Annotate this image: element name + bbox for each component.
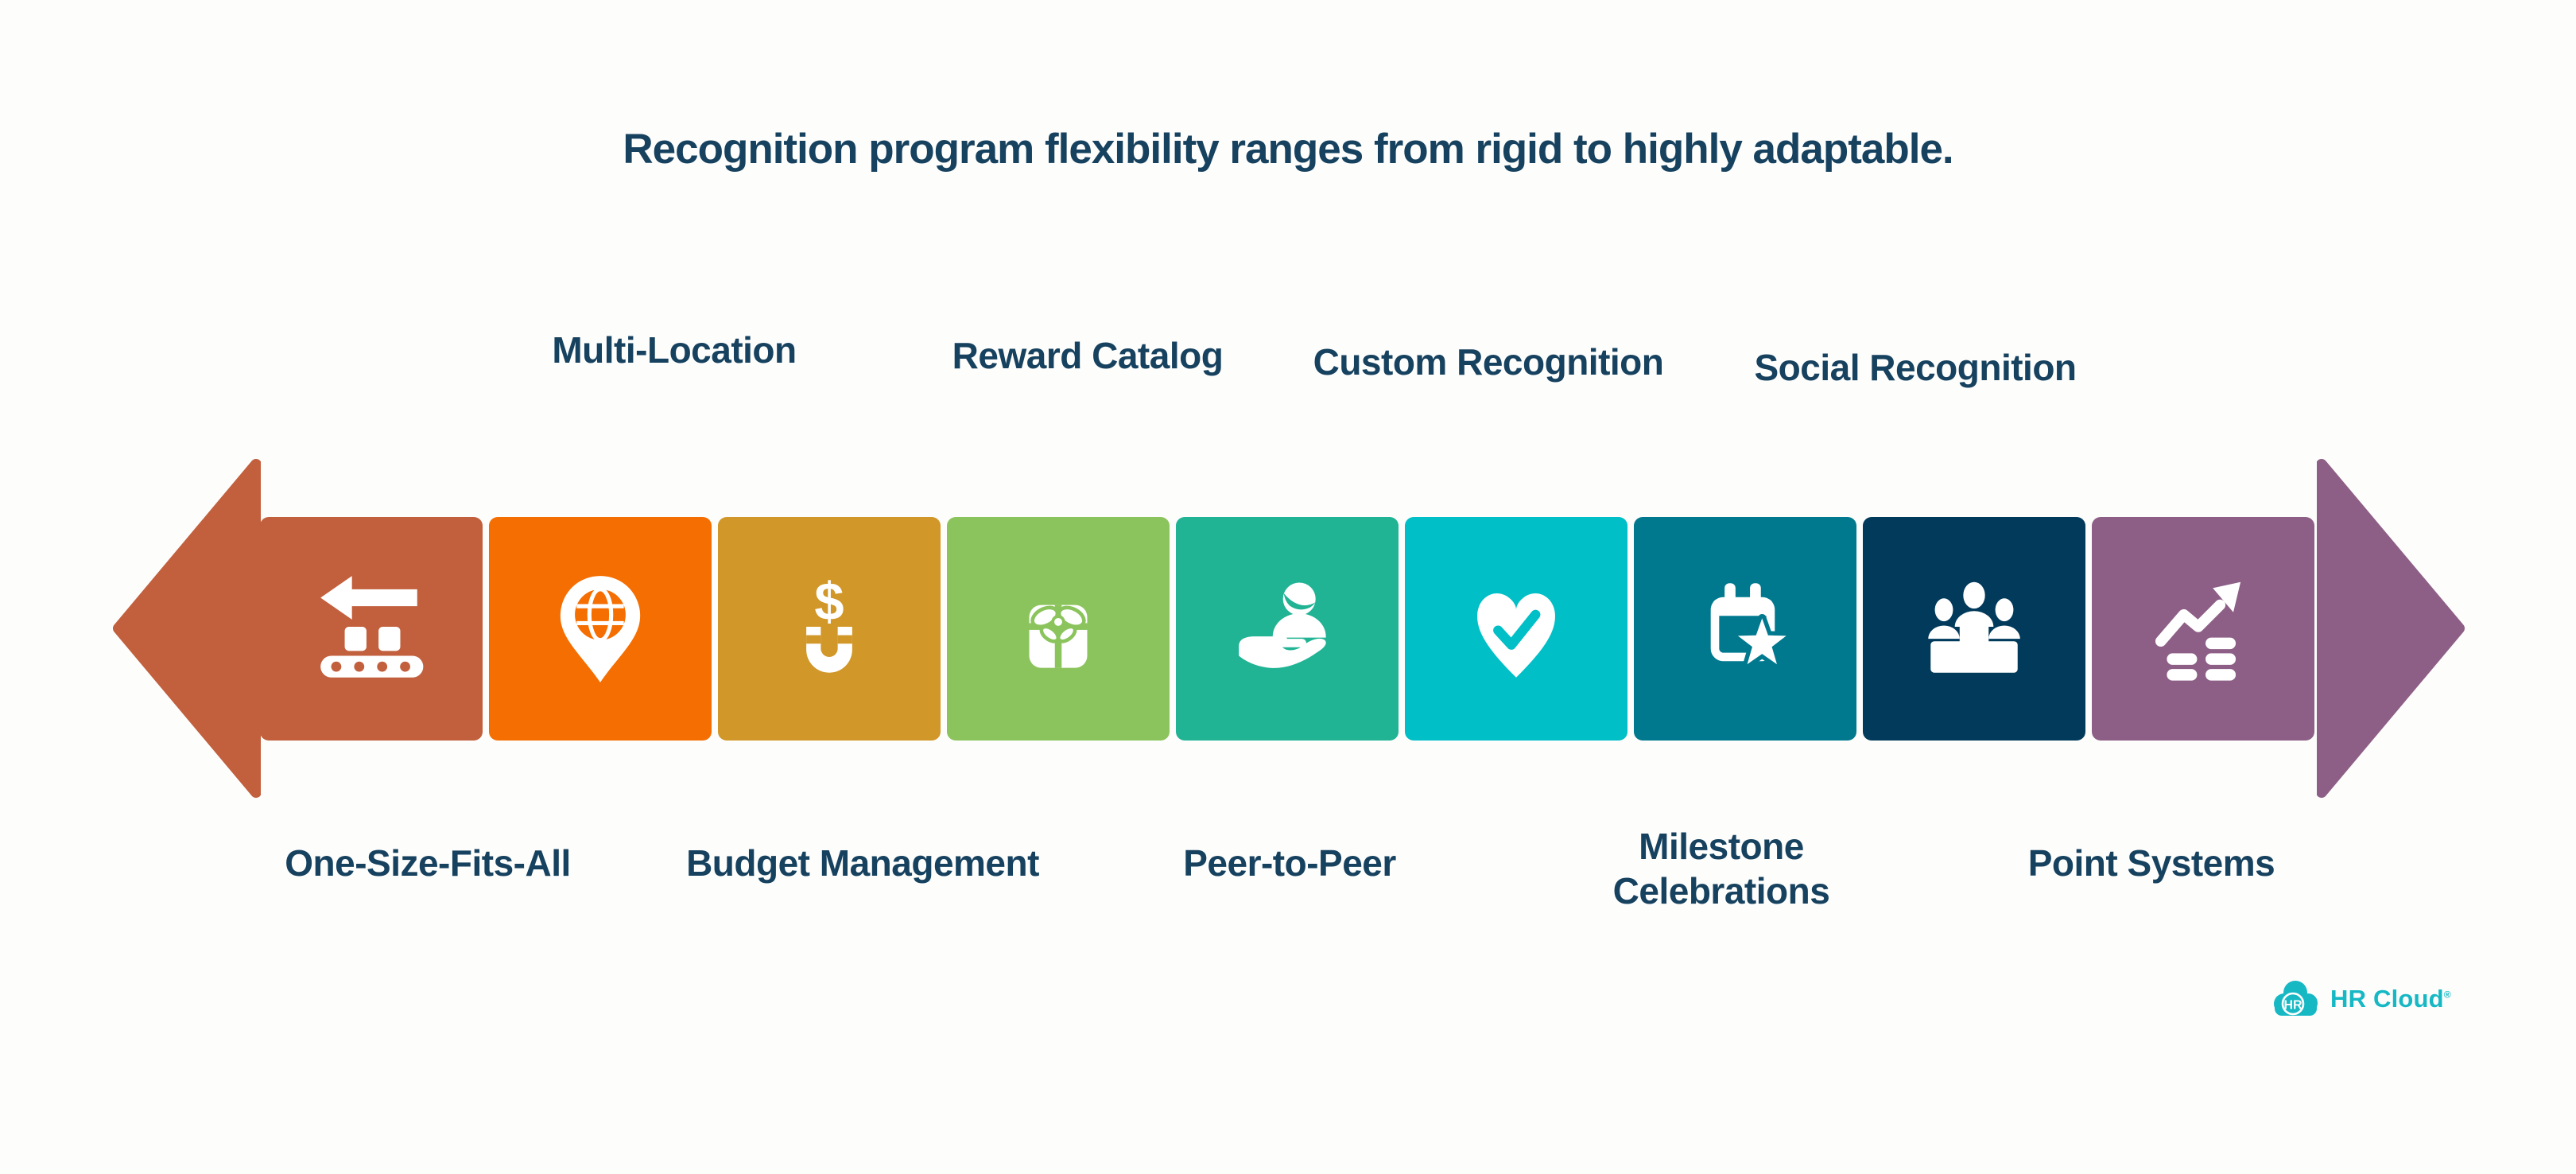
spectrum-square-milestone-celebrations bbox=[1634, 517, 1856, 741]
label-milestone-celebrations: Milestone Celebrations bbox=[1612, 826, 1830, 912]
label-point-systems: Point Systems bbox=[2027, 842, 2275, 884]
heart-check-icon bbox=[1477, 593, 1555, 678]
hr-cloud-badge-icon: HR bbox=[2274, 981, 2318, 1016]
label-peer-to-peer: Peer-to-Peer bbox=[1183, 842, 1396, 884]
spectrum-square-point-systems bbox=[2092, 517, 2314, 741]
people-podium-icon bbox=[1928, 581, 2020, 673]
label-custom-recognition: Custom Recognition bbox=[1313, 341, 1664, 383]
calendar-star-icon bbox=[1710, 582, 1790, 668]
money-magnet-icon: $ bbox=[806, 571, 852, 673]
trademark-symbol: ® bbox=[2443, 989, 2451, 1001]
logo-badge-text: HR bbox=[2283, 999, 2302, 1013]
spectrum-square-peer-to-peer bbox=[1176, 517, 1399, 741]
label-multi-location: Multi-Location bbox=[552, 329, 797, 371]
coins-growth-arrow-icon bbox=[2155, 581, 2241, 681]
conveyor-belt-icon bbox=[320, 575, 424, 678]
logo-brand-text: HR Cloud® bbox=[2330, 985, 2451, 1013]
label-one-size-fits-all: One-Size-Fits-All bbox=[285, 842, 571, 884]
spectrum-arrow-right-icon bbox=[2317, 459, 2465, 798]
label-reward-catalog: Reward Catalog bbox=[952, 335, 1224, 376]
page-title: Recognition program flexibility ranges f… bbox=[623, 126, 1953, 173]
spectrum-arrow-left-icon bbox=[113, 459, 261, 798]
label-social-recognition: Social Recognition bbox=[1754, 347, 2077, 388]
globe-location-pin-icon bbox=[560, 575, 641, 682]
spectrum-square-custom-recognition bbox=[1405, 517, 1627, 741]
spectrum-square-reward-catalog bbox=[947, 517, 1170, 741]
spectrum-square-multi-location bbox=[489, 517, 712, 741]
logo-brand-name: HR Cloud bbox=[2330, 985, 2444, 1013]
svg-text:$: $ bbox=[814, 571, 844, 631]
spectrum-square-one-size-fits-all bbox=[260, 517, 483, 741]
label-budget-management: Budget Management bbox=[686, 842, 1039, 884]
person-giving-hand-icon bbox=[1239, 581, 1326, 668]
spectrum-square-budget-management: $ bbox=[718, 517, 941, 741]
spectrum-square-social-recognition bbox=[1863, 517, 2085, 741]
gift-box-icon bbox=[1029, 604, 1088, 668]
hr-cloud-logo: HR HR Cloud® bbox=[2271, 978, 2451, 1020]
